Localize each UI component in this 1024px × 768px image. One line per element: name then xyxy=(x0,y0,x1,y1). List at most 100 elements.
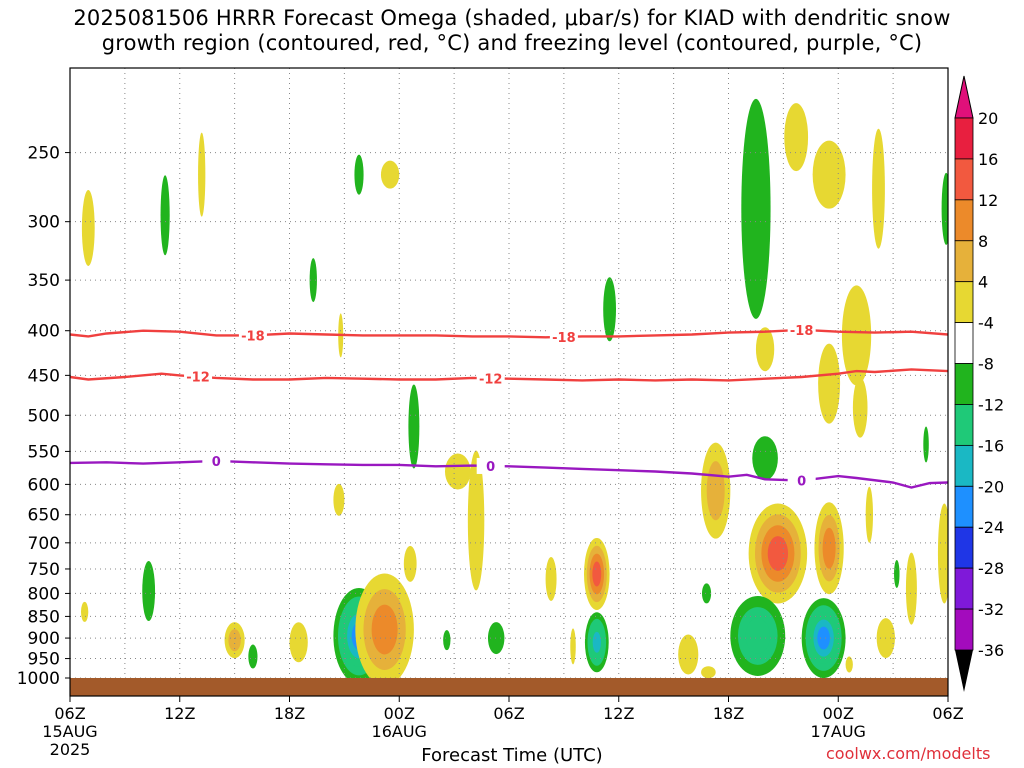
colorbar-bin xyxy=(954,117,974,160)
omega-level-4 xyxy=(841,285,872,386)
contour-label: 0 xyxy=(486,460,495,475)
omega-level--4 xyxy=(701,583,712,604)
mid-cell-3 xyxy=(755,327,775,372)
mid-cell-9 xyxy=(467,450,485,591)
omega-shading xyxy=(80,98,948,678)
omega-level-4 xyxy=(755,327,775,372)
omega-level--4 xyxy=(894,559,900,588)
colorbar-bin xyxy=(954,281,974,324)
low-cell-8 xyxy=(403,545,417,582)
x-tick-sublabel: 17AUG xyxy=(811,722,866,741)
low-cell-9 xyxy=(443,630,451,651)
y-tick-label: 250 xyxy=(28,144,60,164)
y-tick-label: 700 xyxy=(28,534,60,554)
low-cell-5 xyxy=(289,622,308,663)
y-axis: 2503003504004505005506006507007508008509… xyxy=(17,144,70,689)
omega-level-8 xyxy=(228,629,241,652)
contour-label: -12 xyxy=(186,371,210,386)
omega-level--4 xyxy=(923,426,929,463)
omega-level--4 xyxy=(248,644,258,669)
omega-level-4 xyxy=(852,377,868,438)
colorbar-label: -32 xyxy=(978,600,1004,619)
y-tick-label: 1000 xyxy=(17,669,60,689)
omega-level-4 xyxy=(444,453,471,490)
up-cell-11 xyxy=(812,140,846,209)
title-line-1: 2025081506 HRRR Forecast Omega (shaded, … xyxy=(73,6,951,30)
up-cell-13 xyxy=(941,172,948,245)
omega-level-4 xyxy=(937,503,948,604)
contour-label-bg xyxy=(184,368,213,385)
omega-level--4 xyxy=(160,175,170,256)
colorbar-label: -12 xyxy=(978,395,1004,414)
omega-level-16 xyxy=(592,561,602,587)
x-tick-label: 18Z xyxy=(274,704,305,723)
x-tick-label: 12Z xyxy=(603,704,634,723)
omega-level-4 xyxy=(198,132,206,217)
contour-label: -18 xyxy=(552,331,576,346)
colorbar-bin xyxy=(954,240,974,283)
contour-label: 0 xyxy=(212,455,221,470)
low-cell-12 xyxy=(583,537,610,610)
contour-label-bg xyxy=(787,472,816,489)
colorbar-bin xyxy=(954,526,974,569)
mid-cell-10 xyxy=(333,483,345,516)
omega-level-4 xyxy=(865,486,874,543)
contour-label-bg xyxy=(238,327,267,344)
colorbar-label: 8 xyxy=(978,232,988,251)
colorbar-label: -4 xyxy=(978,314,994,333)
up-cell-6 xyxy=(309,258,317,303)
omega-level--4 xyxy=(603,277,617,342)
y-tick-label: 550 xyxy=(28,442,60,462)
up-cell-12 xyxy=(872,128,885,249)
omega-level-4 xyxy=(678,634,699,675)
x-tick-label: 06Z xyxy=(493,704,524,723)
omega-level-4 xyxy=(403,545,417,582)
omega-level-4 xyxy=(80,601,89,622)
colorbar-label: -28 xyxy=(978,559,1004,578)
up-cell-5 xyxy=(380,160,400,189)
colorbar-bin xyxy=(954,322,974,364)
mid-cell-4 xyxy=(408,384,420,469)
colorbar-label: -36 xyxy=(978,641,1004,660)
low-cell-17 xyxy=(748,503,808,604)
mid-cell-7 xyxy=(852,377,868,438)
x-tick-sublabel: 2025 xyxy=(50,740,91,759)
contour-label: -18 xyxy=(790,324,814,339)
y-tick-label: 950 xyxy=(28,650,60,670)
colorbar-label: -20 xyxy=(978,477,1004,496)
y-tick-label: 400 xyxy=(28,322,60,342)
x-tick-sublabel: 15AUG xyxy=(42,722,97,741)
colorbar-bin xyxy=(954,485,974,528)
y-tick-label: 850 xyxy=(28,607,60,627)
up-cell-9 xyxy=(741,98,771,319)
omega-level-8 xyxy=(706,461,725,521)
contour-label: 0 xyxy=(797,475,806,490)
omega-level-4 xyxy=(872,128,885,249)
omega-level--4 xyxy=(408,384,420,469)
omega-level--4 xyxy=(752,436,778,481)
omega-level--4 xyxy=(309,258,317,303)
colorbar-bin xyxy=(954,404,974,446)
ground-bar xyxy=(70,678,948,696)
colorbar-label: -8 xyxy=(978,355,994,374)
low-cell-18 xyxy=(730,595,786,676)
colorbar-bin xyxy=(954,363,974,405)
omega-level-4 xyxy=(380,160,400,189)
up-cell-8 xyxy=(603,277,617,342)
omega-level--20 xyxy=(817,626,830,650)
contour-label-bg xyxy=(476,370,505,387)
contour-label: -12 xyxy=(479,372,503,387)
low-cell-21 xyxy=(845,656,853,673)
up-cell-10 xyxy=(784,103,809,172)
x-tick-label: 00Z xyxy=(823,704,854,723)
low-cell-24 xyxy=(905,552,917,625)
omega-level-4 xyxy=(545,556,557,601)
omega-level--4 xyxy=(354,154,364,195)
colorbar-label: 16 xyxy=(978,150,998,169)
low-cell-20 xyxy=(801,598,846,678)
mid-cell-1 xyxy=(841,285,872,386)
colorbar-bin xyxy=(954,608,974,651)
omega-level-4 xyxy=(467,450,485,591)
colorbar-bin xyxy=(954,567,974,610)
low-cell-19 xyxy=(814,502,844,595)
